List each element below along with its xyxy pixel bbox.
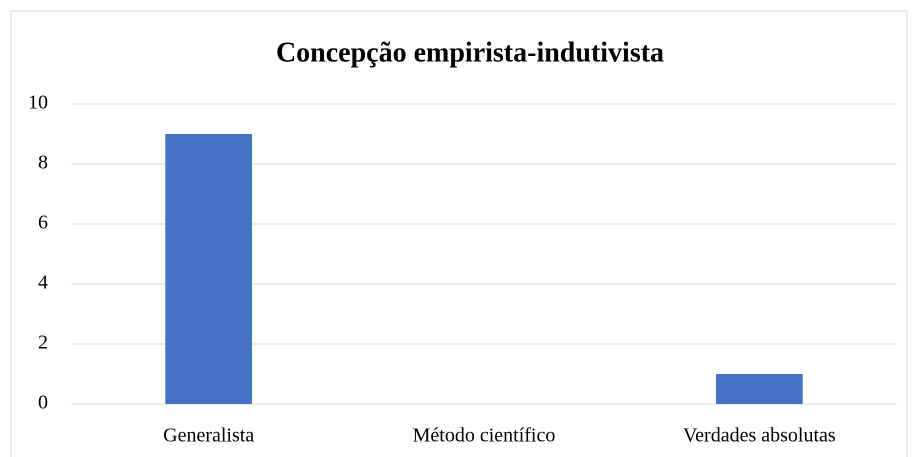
x-tick-label: Generalista [163,425,254,447]
y-tick-label: 2 [38,332,48,354]
y-tick-label: 8 [38,152,48,174]
x-tick-label: Verdades absolutas [683,425,836,447]
y-tick-label: 0 [38,392,48,414]
y-tick-label: 4 [38,272,48,294]
bar [715,374,803,404]
y-tick-label: 6 [38,212,48,234]
chart-title: Concepção empirista-indutivista [276,37,664,68]
bar [165,134,253,404]
x-tick-label: Método científico [413,425,556,447]
y-tick-label: 10 [28,92,48,114]
